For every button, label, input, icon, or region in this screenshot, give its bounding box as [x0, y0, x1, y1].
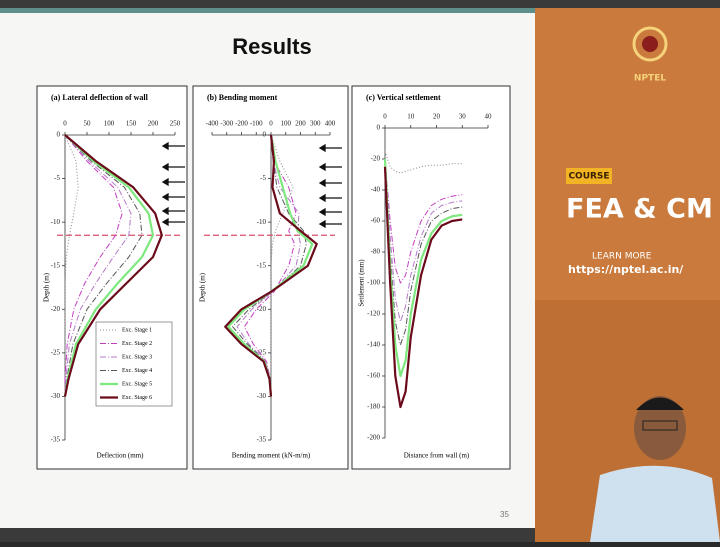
legend-label: Exc. Stage 6 [122, 395, 152, 401]
y-tick-label: -15 [51, 261, 61, 269]
x-tick-label: 20 [433, 113, 441, 121]
screen: NPTEL COURSE FEA & CM LEARN MORE https:/… [0, 0, 720, 542]
chart-title: (b) Bending moment [207, 93, 278, 102]
y-tick-label: -200 [367, 434, 380, 442]
legend-label: Exc. Stage 3 [122, 354, 152, 360]
page-number: 35 [500, 510, 509, 519]
y-tick-label: -180 [367, 403, 380, 411]
y-tick-label: -80 [371, 248, 381, 256]
x-axis-label: Distance from wall (m) [404, 452, 470, 460]
y-tick-label: -15 [257, 261, 267, 269]
top-bar [0, 8, 535, 13]
x-tick-label: 200 [295, 120, 306, 128]
x-tick-label: -200 [235, 120, 248, 128]
y-tick-label: -35 [257, 436, 267, 444]
y-tick-label: -160 [367, 372, 380, 380]
legend-label: Exc. Stage 2 [122, 341, 152, 347]
x-tick-label: 300 [310, 120, 321, 128]
x-tick-label: 50 [84, 120, 92, 128]
x-tick-label: 100 [104, 120, 115, 128]
panel [37, 86, 187, 469]
y-tick-label: -100 [367, 279, 380, 287]
x-tick-label: -400 [206, 120, 219, 128]
legend [96, 322, 172, 406]
badge-text: COURSE [568, 172, 609, 182]
legend-label: Exc. Stage 5 [122, 381, 152, 387]
x-tick-label: 150 [126, 120, 137, 128]
x-tick-label: 100 [281, 120, 292, 128]
x-tick-label: 30 [459, 113, 467, 121]
y-tick-label: -120 [367, 310, 380, 318]
x-axis-label: Deflection (mm) [97, 452, 145, 460]
y-tick-label: 0 [263, 131, 267, 139]
y-axis-label: Settlement (mm) [358, 259, 366, 307]
y-tick-label: -10 [257, 218, 267, 226]
y-tick-label: 0 [57, 131, 61, 139]
x-tick-label: 250 [170, 120, 181, 128]
x-tick-label: 0 [269, 120, 273, 128]
y-tick-label: -35 [51, 436, 61, 444]
url: https://nptel.ac.in/ [568, 263, 684, 276]
x-tick-label: 10 [407, 113, 415, 121]
x-tick-label: 400 [325, 120, 336, 128]
logo-text: NPTEL [634, 74, 666, 84]
y-tick-label: -60 [371, 217, 381, 225]
y-tick-label: -20 [371, 155, 381, 163]
x-tick-label: -100 [250, 120, 263, 128]
nptel-logo-core [642, 36, 658, 52]
y-tick-label: -20 [257, 305, 267, 313]
legend-label: Exc. Stage 1 [122, 327, 152, 333]
legend-label: Exc. Stage 4 [122, 368, 152, 374]
x-tick-label: 40 [485, 113, 493, 121]
y-tick-label: 0 [377, 124, 381, 132]
learn-more: LEARN MORE [592, 252, 652, 262]
y-tick-label: -30 [257, 392, 267, 400]
chart-title: (c) Vertical settlement [366, 93, 441, 102]
x-tick-label: 0 [63, 120, 67, 128]
y-tick-label: -10 [51, 218, 61, 226]
page: {"slide":{"title":"Results","page_number… [0, 0, 720, 542]
y-axis-label: Depth (m) [43, 272, 51, 302]
chart-title: (a) Lateral deflection of wall [51, 93, 149, 102]
y-axis-label: Depth (m) [199, 272, 207, 302]
y-tick-label: -25 [51, 348, 61, 356]
y-tick-label: -5 [260, 174, 266, 182]
y-tick-label: -20 [51, 305, 61, 313]
x-tick-label: 200 [148, 120, 159, 128]
panel [352, 86, 510, 469]
course-name: FEA & CM [566, 194, 713, 225]
person-body [590, 466, 720, 542]
y-tick-label: -140 [367, 341, 380, 349]
y-tick-label: -5 [54, 174, 60, 182]
x-axis-label: Bending moment (kN-m/m) [232, 452, 311, 460]
slide-title: Results [232, 34, 311, 59]
y-tick-label: -40 [371, 186, 381, 194]
y-tick-label: -30 [51, 392, 61, 400]
x-tick-label: 0 [383, 113, 387, 121]
x-tick-label: -300 [220, 120, 233, 128]
